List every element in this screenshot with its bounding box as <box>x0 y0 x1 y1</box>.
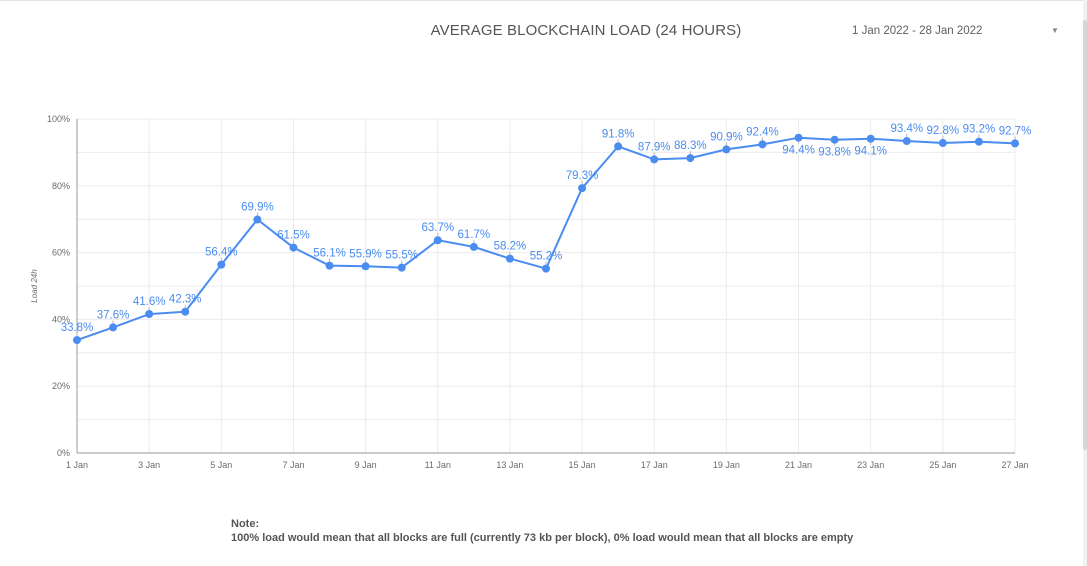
data-point <box>830 135 839 144</box>
date-range-selector[interactable]: 1 Jan 2022 - 28 Jan 2022 ▼ <box>835 20 1065 44</box>
y-tick-label: 0% <box>57 448 70 458</box>
x-tick-label: 5 Jan <box>210 460 232 470</box>
data-point <box>253 215 262 224</box>
data-point <box>397 263 406 272</box>
data-label: 55.9% <box>349 248 382 260</box>
y-tick-label: 20% <box>52 381 70 391</box>
y-tick-label: 80% <box>52 181 70 191</box>
data-point <box>289 243 298 252</box>
y-tick-label: 40% <box>52 314 70 324</box>
data-point <box>686 154 695 163</box>
note-text: 100% load would mean that all blocks are… <box>231 532 854 544</box>
x-tick-label: 27 Jan <box>1001 460 1028 470</box>
x-tick-label: 11 Jan <box>425 460 451 470</box>
data-label: 88.3% <box>674 140 707 152</box>
data-label: 56.4% <box>205 247 238 259</box>
data-point <box>938 139 947 148</box>
note: Note: 100% load would mean that all bloc… <box>231 517 853 545</box>
data-label: 93.8% <box>818 147 851 159</box>
data-label: 58.2% <box>494 241 527 253</box>
data-label: 87.9% <box>638 141 671 153</box>
data-label: 90.9% <box>710 131 743 143</box>
data-point <box>1011 139 1019 148</box>
x-tick-label: 23 Jan <box>857 460 884 470</box>
data-point <box>145 310 154 319</box>
x-tick-label: 13 Jan <box>496 460 523 470</box>
x-tick-label: 21 Jan <box>785 460 812 470</box>
data-point <box>578 184 587 193</box>
x-tick-label: 7 Jan <box>282 460 304 470</box>
data-label: 37.6% <box>97 309 130 321</box>
data-point <box>361 262 370 271</box>
data-point <box>505 254 514 263</box>
data-point <box>722 145 731 154</box>
chart-title: AVERAGE BLOCKCHAIN LOAD (24 HOURS) <box>430 22 742 39</box>
x-tick-label: 9 Jan <box>355 460 377 470</box>
x-tick-label: 3 Jan <box>138 460 160 470</box>
data-label: 94.1% <box>854 146 887 158</box>
data-label: 92.8% <box>927 125 960 137</box>
data-label: 94.4% <box>782 145 815 157</box>
data-point <box>73 336 81 345</box>
top-border <box>0 0 1087 1</box>
data-label: 69.9% <box>241 202 274 214</box>
data-label: 55.5% <box>385 250 418 262</box>
data-point <box>433 236 442 245</box>
data-label: 61.7% <box>458 229 491 241</box>
data-label: 41.6% <box>133 296 166 308</box>
data-point <box>325 261 334 270</box>
y-tick-label: 100% <box>47 114 70 124</box>
data-label: 93.2% <box>963 124 996 136</box>
line-chart: 0% 20% 40% 60% 80% 100% Load 24h 1 Jan 3 Jan 5 Ja… <box>30 114 1032 470</box>
data-label: 56.1% <box>313 248 346 260</box>
data-label: 91.8% <box>602 128 635 140</box>
data-label: 42.3% <box>169 294 202 306</box>
data-label: 61.5% <box>277 230 310 242</box>
data-point <box>181 307 190 316</box>
y-tick-label: 60% <box>52 248 70 258</box>
date-range-label: 1 Jan 2022 - 28 Jan 2022 <box>852 25 983 37</box>
data-point <box>109 323 118 332</box>
x-tick-label: 1 Jan <box>66 460 88 470</box>
data-point <box>758 140 767 149</box>
data-label: 93.4% <box>890 123 923 135</box>
data-point <box>542 264 550 273</box>
x-tick-label: 19 Jan <box>713 460 740 470</box>
series-line <box>76 136 1016 342</box>
data-point <box>794 133 803 142</box>
data-point <box>902 137 911 146</box>
data-point <box>974 137 983 146</box>
data-point <box>614 142 623 151</box>
data-label: 33.8% <box>61 322 94 334</box>
note-heading: Note: <box>231 518 260 530</box>
data-label: 92.4% <box>746 126 779 138</box>
data-label: 63.7% <box>421 222 454 234</box>
y-axis-title: Load 24h <box>30 269 39 303</box>
scrollbar-thumb[interactable] <box>1083 20 1087 450</box>
x-tick-label: 15 Jan <box>569 460 596 470</box>
data-label: 79.3% <box>566 170 599 182</box>
data-point <box>866 134 875 143</box>
data-label: 92.7% <box>999 125 1032 137</box>
data-point <box>650 155 659 164</box>
data-label: 55.2% <box>530 251 563 263</box>
data-point <box>217 260 226 269</box>
data-point <box>469 242 478 251</box>
scrollbar-track[interactable] <box>1083 0 1087 566</box>
x-tick-label: 25 Jan <box>929 460 956 470</box>
x-tick-label: 17 Jan <box>641 460 668 470</box>
caret-down-icon[interactable]: ▼ <box>1051 26 1059 35</box>
